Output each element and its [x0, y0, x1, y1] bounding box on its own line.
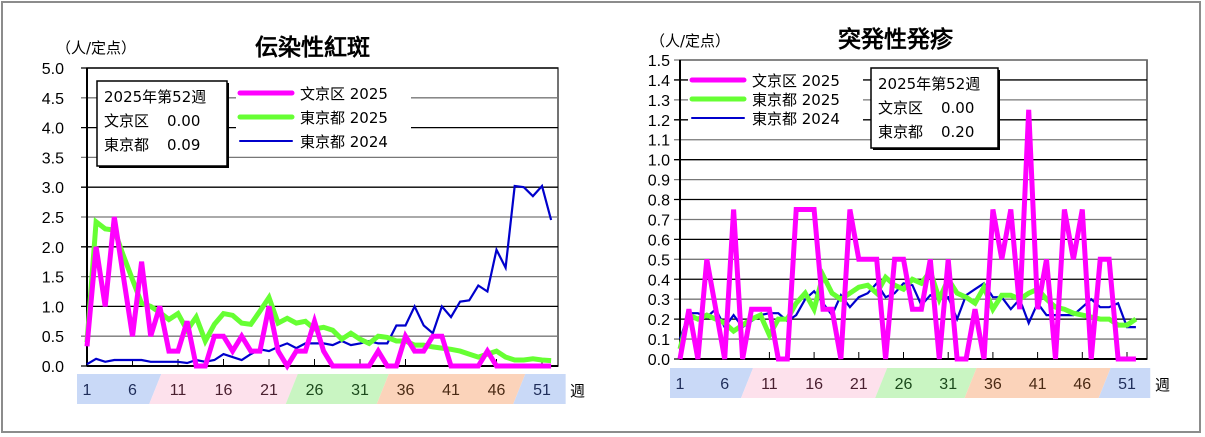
week-unit-label: 週 [570, 382, 585, 400]
y-axis-ticks: 0.0 0.1 0.2 0.3 0.4 0.5 0.6 0.7 0.8 0.9 1.0 1.1 1.2 1… [648, 53, 670, 369]
y-tick-label: 1.2 [648, 113, 670, 130]
legend-label: 文京区 2025 [300, 85, 388, 103]
week-label: 36 [397, 382, 415, 399]
y-tick-label: 0.5 [648, 252, 670, 269]
week-label: 21 [260, 382, 278, 399]
summary-value: 0.00 [941, 99, 974, 117]
summary-header: 2025年第52週 [878, 75, 980, 93]
legend-label: 文京区 2025 [752, 72, 840, 90]
summary-label: 東京都 [878, 123, 923, 141]
week-label: 31 [351, 382, 369, 399]
week-band [513, 374, 566, 404]
y-tick-label: 0.5 [42, 329, 64, 346]
week-label: 26 [895, 376, 913, 393]
y-tick-label: 0.3 [648, 292, 670, 309]
week-band [670, 368, 754, 398]
y-tick-label: 1.5 [42, 270, 64, 287]
chart-erythema-infectiosum: （人/定点） 伝染性紅斑 0.0 0.5 1.0 1.5 2.0 2.5 3.0 3.5 4.0… [42, 34, 585, 404]
week-label: 26 [306, 382, 324, 399]
legend-label: 東京都 2025 [752, 91, 840, 109]
week-band [77, 374, 162, 404]
summary-label: 東京都 [104, 136, 149, 154]
summary-label: 文京区 [878, 99, 923, 117]
chart-title: 伝染性紅斑 [255, 34, 370, 61]
week-label: 6 [128, 382, 137, 399]
week-label: 46 [1073, 376, 1091, 393]
week-label: 41 [442, 382, 460, 399]
y-tick-label: 0.2 [648, 312, 670, 329]
week-label: 31 [939, 376, 957, 393]
summary-value: 0.09 [167, 136, 200, 154]
y-tick-label: 0.0 [42, 359, 64, 376]
week-label: 51 [533, 382, 551, 399]
y-tick-label: 1.0 [648, 153, 670, 170]
week-band [149, 374, 298, 404]
series-lines [677, 109, 1138, 362]
y-tick-label: 0.9 [648, 173, 670, 190]
summary-value: 0.00 [167, 112, 200, 130]
y-tick-label: 1.3 [648, 93, 670, 110]
y-axis-ticks: 0.0 0.5 1.0 1.5 2.0 2.5 3.0 3.5 4.0 4.5 5.0 [42, 61, 64, 376]
y-tick-label: 5.0 [42, 61, 64, 78]
y-tick-label: 1.1 [648, 133, 670, 150]
week-band [1098, 368, 1151, 398]
y-tick-label: 4.5 [42, 91, 64, 108]
y-tick-label: 0.8 [648, 193, 670, 210]
week-label: 36 [984, 376, 1002, 393]
week-label: 6 [720, 376, 729, 393]
y-tick-label: 3.5 [42, 150, 64, 167]
y-tick-label: 2.0 [42, 240, 64, 257]
week-label: 1 [676, 376, 685, 393]
y-tick-label: 1.5 [648, 53, 670, 70]
legend-label: 東京都 2025 [300, 109, 388, 127]
summary-header: 2025年第52週 [104, 88, 206, 106]
legend-label: 東京都 2024 [300, 133, 388, 151]
y-unit-label: （人/定点） [650, 32, 730, 50]
y-tick-label: 4.0 [42, 121, 64, 138]
summary-value: 0.20 [941, 123, 974, 141]
week-label: 1 [83, 382, 92, 399]
week-label: 16 [215, 382, 233, 399]
y-tick-label: 0.4 [648, 272, 670, 289]
week-bands: 1 6 11 16 21 26 31 36 41 46 51 週 [670, 368, 1170, 398]
chart-exanthem-subitum: （人/定点） 突発性発疹 0.0 0.1 0.2 0.3 0.4 0.5 0.6 0.7 0.8… [648, 26, 1170, 398]
legend-label: 東京都 2024 [752, 110, 840, 128]
series-line [677, 109, 1136, 362]
week-bands: 1 6 11 16 21 26 31 36 41 46 51 週 [77, 374, 585, 404]
y-tick-label: 1.0 [42, 299, 64, 316]
y-tick-label: 0.1 [648, 332, 670, 349]
week-unit-label: 週 [1155, 376, 1170, 394]
week-label: 41 [1029, 376, 1047, 393]
y-tick-label: 0.6 [648, 232, 670, 249]
y-unit-label: （人/定点） [56, 39, 136, 57]
week-label: 11 [170, 382, 187, 399]
week-label: 21 [850, 376, 868, 393]
series-lines [84, 183, 553, 371]
week-label: 51 [1118, 376, 1136, 393]
legend: 文京区 2025 東京都 2025 東京都 2024 [236, 83, 411, 155]
week-label: 46 [488, 382, 506, 399]
week-band [875, 368, 977, 398]
week-band [376, 374, 526, 404]
y-tick-label: 0.0 [648, 352, 670, 369]
y-tick-label: 2.5 [42, 210, 64, 227]
week-band [741, 368, 888, 398]
series-line [84, 216, 552, 371]
y-tick-label: 3.0 [42, 180, 64, 197]
week-label: 16 [805, 376, 823, 393]
week-band [964, 368, 1111, 398]
y-tick-label: 0.7 [648, 212, 670, 229]
week-label: 11 [761, 376, 778, 393]
chart-title: 突発性発疹 [838, 26, 954, 53]
week-band [285, 374, 389, 404]
summary-label: 文京区 [104, 112, 149, 130]
y-tick-label: 1.4 [648, 73, 670, 90]
